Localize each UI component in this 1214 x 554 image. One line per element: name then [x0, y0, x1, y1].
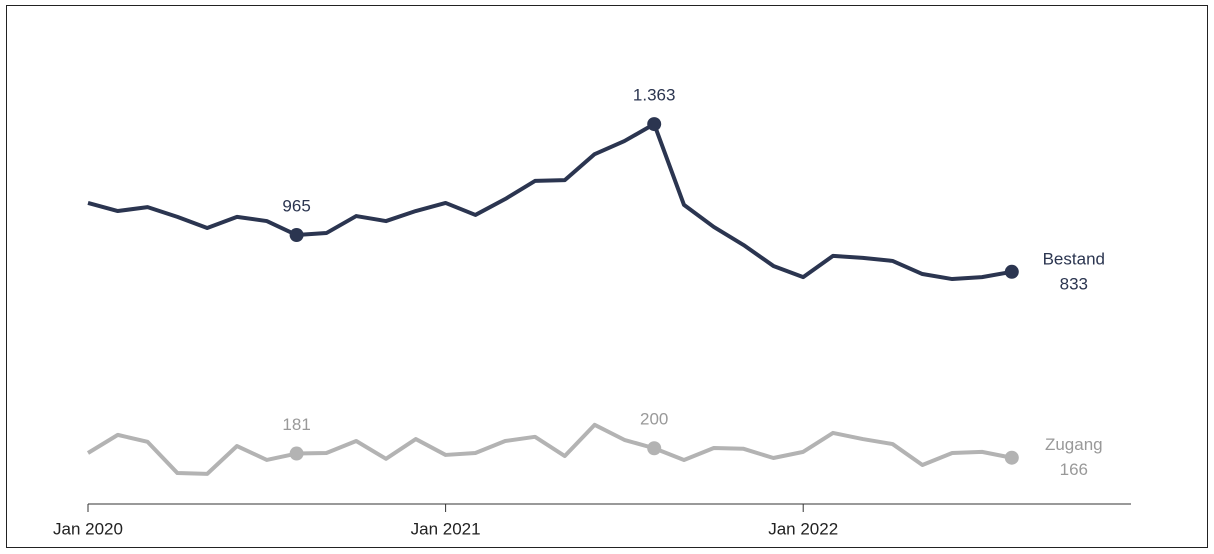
point-marker: [647, 441, 662, 456]
series-label: Bestand: [1043, 249, 1105, 268]
series-label: Zugang: [1045, 435, 1103, 454]
value-label: 965: [282, 196, 310, 215]
x-tick-label: Jan 2022: [768, 519, 838, 538]
series-line: [87, 122, 1013, 282]
value-label: 200: [640, 410, 668, 429]
x-tick-label: Jan 2021: [411, 519, 481, 538]
point-marker: [1004, 264, 1019, 279]
value-label: 833: [1060, 274, 1088, 293]
frame: [6, 5, 1208, 548]
value-label: 166: [1060, 460, 1088, 479]
x-tick-label: Jan 2020: [53, 519, 123, 538]
value-label: 181: [282, 415, 310, 434]
point-marker: [1004, 450, 1019, 465]
value-label: 1.363: [633, 86, 676, 105]
point-marker: [289, 228, 304, 243]
point-marker: [289, 446, 304, 461]
series-line: [86, 422, 1013, 476]
point-marker: [647, 117, 662, 132]
